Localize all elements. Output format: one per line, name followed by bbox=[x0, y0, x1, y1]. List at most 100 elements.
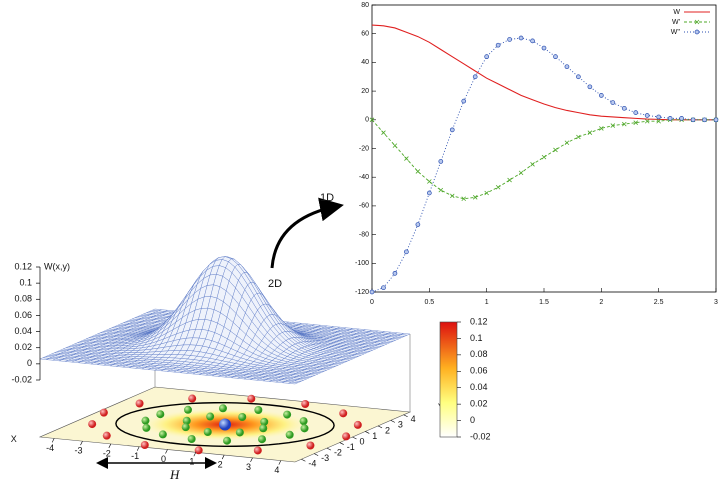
marker-x bbox=[644, 118, 650, 124]
marker-o bbox=[495, 42, 501, 48]
marker-x bbox=[404, 156, 409, 161]
particle bbox=[99, 408, 108, 417]
x-tick bbox=[278, 460, 282, 465]
annotation-h: H bbox=[169, 467, 180, 482]
x-axis-label: X bbox=[11, 434, 17, 444]
x-tick bbox=[80, 441, 83, 446]
x-tick-label: 4 bbox=[274, 465, 279, 475]
y-tick-label: -20 bbox=[359, 145, 369, 152]
particle bbox=[223, 436, 232, 445]
kernel-circle bbox=[115, 402, 335, 447]
colorbar-label: 0.04 bbox=[470, 382, 488, 392]
y-tick-label: 0 bbox=[360, 436, 365, 446]
particle bbox=[253, 446, 262, 455]
marker-o bbox=[633, 110, 639, 115]
particle bbox=[194, 446, 203, 455]
marker-x bbox=[427, 179, 432, 184]
marker-x bbox=[621, 121, 627, 127]
marker-o bbox=[679, 116, 684, 121]
marker-o bbox=[667, 116, 673, 121]
particle bbox=[300, 424, 309, 433]
marker-o bbox=[404, 249, 409, 255]
particle bbox=[301, 399, 310, 408]
marker-o bbox=[530, 38, 535, 44]
marker-o bbox=[644, 113, 650, 118]
y-tick-label: -1 bbox=[347, 442, 355, 452]
marker-o bbox=[656, 114, 662, 120]
x-tick-label: 2 bbox=[218, 459, 223, 469]
y-tick bbox=[314, 453, 319, 456]
x-tick bbox=[165, 449, 168, 454]
y-tick-label: 3 bbox=[398, 420, 403, 430]
marker-x bbox=[507, 177, 512, 183]
particle bbox=[247, 394, 256, 403]
annotation-2d: 2D bbox=[268, 278, 282, 290]
marker-o bbox=[564, 64, 570, 70]
particle bbox=[135, 399, 144, 408]
legend-label: W'' bbox=[671, 29, 680, 36]
x-tick-label: -4 bbox=[46, 443, 54, 453]
particle bbox=[299, 417, 308, 426]
legend-label: W' bbox=[672, 19, 680, 26]
y-tick-label: -40 bbox=[359, 174, 369, 181]
colorbar-label: 0.06 bbox=[470, 366, 488, 376]
particle bbox=[203, 428, 212, 436]
y-tick-label: -2 bbox=[334, 447, 342, 457]
marker-o bbox=[426, 190, 432, 196]
particle bbox=[183, 405, 192, 414]
particle bbox=[306, 441, 315, 450]
x-tick-label: 3 bbox=[246, 462, 251, 472]
y-tick-label: -60 bbox=[359, 203, 369, 210]
marker-x bbox=[495, 184, 501, 190]
marker-o bbox=[392, 270, 398, 276]
z-tick-label: 0.06 bbox=[14, 310, 32, 320]
x-tick-label: 1 bbox=[189, 457, 194, 467]
particle bbox=[158, 430, 167, 439]
series-line bbox=[371, 119, 716, 200]
marker-x bbox=[553, 147, 558, 153]
y-tick bbox=[326, 447, 332, 451]
x-tick bbox=[51, 438, 55, 443]
particle bbox=[188, 394, 197, 403]
y-tick-label: 1 bbox=[372, 431, 377, 441]
curved-arrow bbox=[270, 197, 344, 269]
y-tick bbox=[352, 436, 357, 440]
marker-o bbox=[438, 159, 444, 164]
y-tick bbox=[377, 425, 383, 429]
y-tick-label: 4 bbox=[411, 414, 416, 424]
legend-label: W bbox=[673, 9, 680, 16]
z-tick-label: 0 bbox=[27, 358, 32, 368]
marker-o bbox=[415, 222, 421, 227]
legend-marker bbox=[694, 29, 700, 35]
z-tick-label: 0.02 bbox=[14, 342, 32, 352]
particle bbox=[140, 441, 149, 450]
particle bbox=[259, 424, 268, 433]
marker-x bbox=[633, 120, 639, 125]
y-tick bbox=[403, 414, 408, 418]
y-tick-label: -4 bbox=[308, 459, 316, 469]
marker-o bbox=[587, 84, 593, 90]
x-tick-label: 1.5 bbox=[539, 299, 549, 306]
y-tick bbox=[339, 442, 344, 445]
x-tick-label: -1 bbox=[131, 451, 139, 461]
marker-x bbox=[369, 117, 375, 123]
particle bbox=[285, 430, 294, 439]
y-tick-label: 0 bbox=[365, 117, 369, 124]
x-tick-label: 0.5 bbox=[424, 299, 434, 306]
x-tick-label: 2 bbox=[599, 299, 603, 306]
x-tick-label: 0 bbox=[161, 454, 166, 464]
particle bbox=[88, 420, 97, 429]
marker-o bbox=[461, 98, 467, 104]
marker-x bbox=[610, 123, 616, 128]
y-tick-label: -120 bbox=[355, 289, 369, 296]
particle bbox=[238, 413, 247, 421]
marker-o bbox=[621, 105, 627, 111]
annotation-1d: 1D bbox=[320, 192, 334, 204]
x-tick-label: 2.5 bbox=[654, 299, 664, 306]
marker-x bbox=[415, 169, 421, 174]
particle bbox=[254, 406, 263, 414]
z-tick-label: 0.04 bbox=[14, 326, 32, 336]
surface-plot: 0.120.10.080.060.040.020-0.02W(x,y)-4 -3-… bbox=[11, 256, 491, 475]
series-line bbox=[371, 37, 716, 293]
marker-x bbox=[541, 154, 547, 160]
